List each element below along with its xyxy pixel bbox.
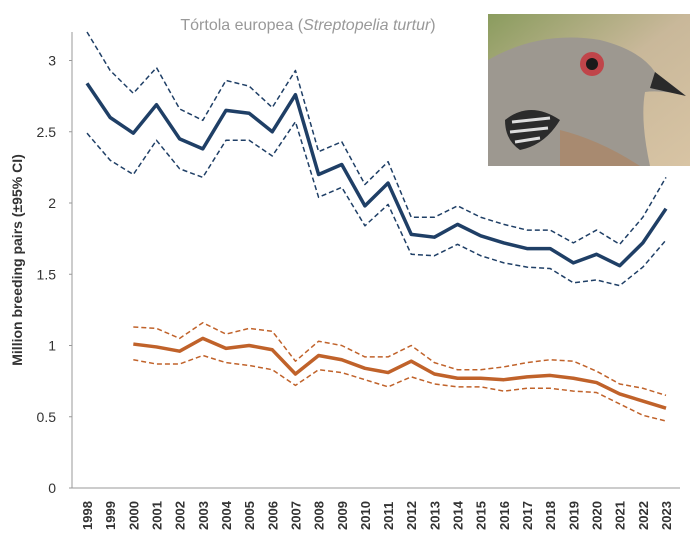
y-tick-label: 1 — [48, 338, 56, 354]
x-tick-label: 2014 — [451, 500, 466, 530]
ci-line — [133, 321, 667, 397]
x-tick-label: 2013 — [427, 501, 442, 530]
x-tick-label: 2001 — [149, 501, 164, 530]
x-tick-label: 2018 — [543, 501, 558, 530]
title-close: ) — [430, 17, 435, 34]
title-species: Streptopelia turtur — [303, 17, 431, 34]
chart-title: Tórtola europea (Streptopelia turtur) — [180, 17, 435, 34]
title-text: Tórtola europea ( — [180, 17, 303, 34]
x-tick-label: 2022 — [636, 501, 651, 530]
data-line — [85, 82, 668, 268]
x-tick-label: 2004 — [219, 500, 234, 530]
x-tick-label: 2003 — [196, 501, 211, 530]
x-tick-label: 2008 — [312, 501, 327, 530]
data-line — [133, 336, 667, 410]
x-tick-label: 2012 — [404, 501, 419, 530]
x-tick-label: 2020 — [590, 501, 605, 530]
x-tick-label: 2019 — [566, 501, 581, 530]
x-tick-label: 2011 — [381, 502, 396, 530]
y-tick-label: 1.5 — [37, 266, 57, 282]
x-tick-label: 2005 — [242, 501, 257, 530]
x-tick-label: 2015 — [474, 501, 489, 530]
x-tick-label: 2010 — [358, 501, 373, 530]
bird-photo — [488, 14, 690, 166]
x-tick-label: 2016 — [497, 501, 512, 530]
y-tick-label: 0 — [48, 480, 56, 496]
x-tick-label: 2007 — [288, 501, 303, 530]
y-axis-label: Million breeding pairs (±95% CI) — [9, 154, 25, 366]
x-tick-label: 1998 — [80, 501, 95, 530]
x-tick-label: 2000 — [126, 501, 141, 530]
ci-line — [86, 121, 667, 287]
y-tick-label: 2 — [48, 195, 56, 211]
x-tick-label: 2023 — [659, 501, 674, 530]
y-tick-label: 0.5 — [37, 409, 57, 425]
y-tick-label: 2.5 — [37, 124, 57, 140]
x-tick-label: 2009 — [335, 501, 350, 530]
ci-line — [133, 354, 667, 422]
y-tick-label: 3 — [48, 53, 56, 69]
x-tick-label: 2021 — [613, 501, 628, 530]
x-tick-label: 2017 — [520, 501, 535, 530]
x-tick-label: 2006 — [265, 501, 280, 530]
ci-line — [86, 31, 667, 246]
x-tick-label: 1999 — [103, 501, 118, 530]
x-tick-label: 2002 — [173, 501, 188, 530]
